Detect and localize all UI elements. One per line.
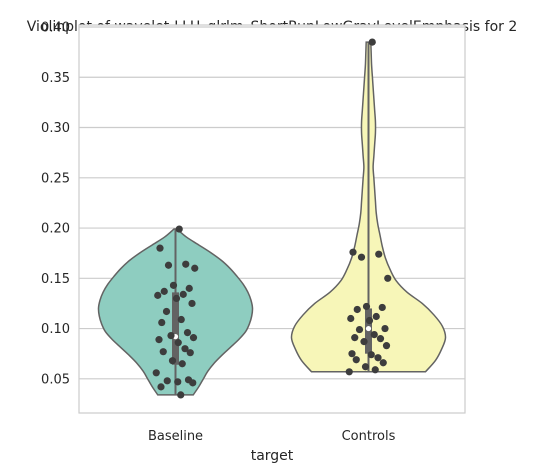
y-tick-label: 0.30	[41, 121, 70, 136]
x-tick-label: Controls	[342, 429, 396, 444]
data-point	[158, 318, 166, 327]
data-point	[157, 383, 165, 391]
data-point	[384, 274, 392, 282]
data-point	[189, 334, 198, 342]
y-tick-labels: 0.05 0.10 0.15 0.20 0.25 0.30 0.35 0.40	[41, 21, 70, 388]
data-point	[189, 379, 197, 387]
data-point	[362, 302, 371, 311]
data-point	[349, 248, 357, 256]
data-point	[167, 332, 175, 340]
data-point	[375, 250, 383, 258]
data-point	[355, 325, 364, 334]
y-tick-label: 0.10	[41, 322, 70, 337]
data-point	[382, 342, 391, 350]
data-point	[378, 303, 386, 312]
data-point	[177, 315, 185, 324]
data-point	[368, 38, 376, 46]
data-point	[186, 349, 194, 357]
data-point	[351, 334, 359, 342]
data-point	[168, 357, 177, 365]
data-point	[374, 354, 382, 362]
data-point	[174, 378, 182, 386]
data-point	[188, 299, 196, 308]
data-point	[154, 291, 162, 299]
data-point	[183, 328, 192, 337]
y-tick-label: 0.25	[41, 171, 70, 186]
data-point	[353, 305, 361, 314]
data-point	[345, 368, 353, 376]
data-point	[352, 356, 360, 364]
y-tick-label: 0.35	[41, 71, 70, 86]
data-point	[159, 348, 167, 356]
data-point	[360, 338, 368, 346]
violin-baseline	[97, 225, 254, 399]
data-point	[372, 312, 380, 321]
data-point	[178, 360, 186, 368]
y-tick-label: 0.15	[41, 272, 70, 287]
data-point	[381, 324, 389, 333]
data-point	[162, 307, 171, 316]
data-point	[179, 290, 187, 298]
data-point	[357, 253, 366, 261]
data-point	[371, 366, 379, 374]
data-point	[348, 350, 356, 358]
data-point	[163, 377, 171, 385]
data-point	[172, 294, 181, 303]
data-point	[367, 351, 375, 359]
violin-iqr-box	[172, 292, 179, 365]
y-tick-label: 0.20	[41, 222, 70, 237]
y-gridlines	[79, 26, 465, 380]
data-point	[175, 225, 183, 233]
data-point	[160, 287, 168, 295]
y-tick-label: 0.40	[41, 21, 70, 36]
data-point	[370, 331, 378, 339]
x-tick-label: Baseline	[148, 429, 203, 444]
data-point	[155, 336, 163, 344]
data-point	[347, 314, 355, 323]
violins	[97, 38, 447, 399]
violin-median	[365, 325, 372, 332]
data-point	[181, 345, 189, 353]
data-point	[182, 260, 190, 268]
x-tick-labels: Baseline Controls	[148, 429, 396, 444]
data-point	[152, 369, 160, 377]
data-point	[164, 261, 173, 269]
data-point	[156, 244, 164, 252]
data-point	[191, 264, 199, 272]
data-point	[185, 284, 193, 292]
data-point	[174, 339, 182, 347]
data-point	[361, 363, 370, 371]
data-point	[169, 281, 178, 289]
y-tick-label: 0.05	[41, 372, 70, 387]
data-point	[365, 316, 374, 325]
data-point	[376, 335, 385, 343]
x-axis-label: target	[251, 448, 294, 464]
data-point	[379, 359, 387, 367]
violin-controls	[290, 38, 447, 376]
data-point	[177, 391, 185, 399]
